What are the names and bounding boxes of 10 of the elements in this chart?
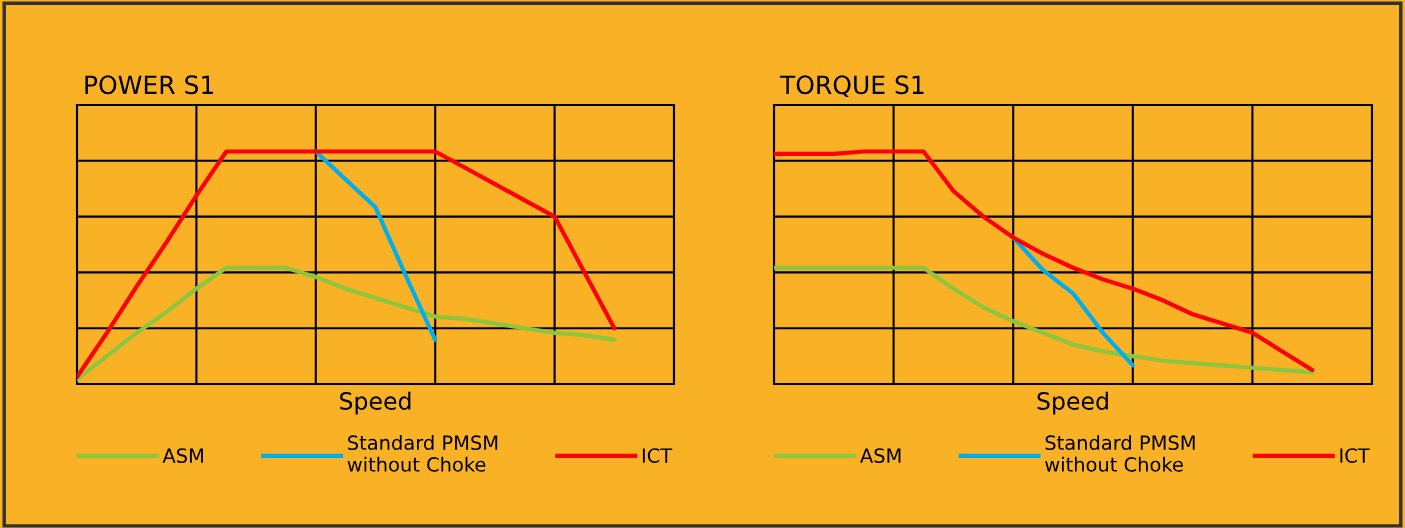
chart-title: POWER S1 <box>85 75 214 95</box>
legend-label: ICT <box>1340 448 1370 463</box>
x-axis-title: Speed <box>1037 391 1108 415</box>
x-axis-title: Speed <box>340 391 411 415</box>
legend-label: ASM <box>162 448 203 463</box>
legend-label: Standard PMSM without Choke <box>1045 434 1195 472</box>
legend-label: ASM <box>860 448 901 463</box>
chart-title: TORQUE S1 <box>779 75 924 98</box>
legend-label: ICT <box>642 448 673 463</box>
legend-label: Standard PMSM without Choke <box>347 434 498 472</box>
